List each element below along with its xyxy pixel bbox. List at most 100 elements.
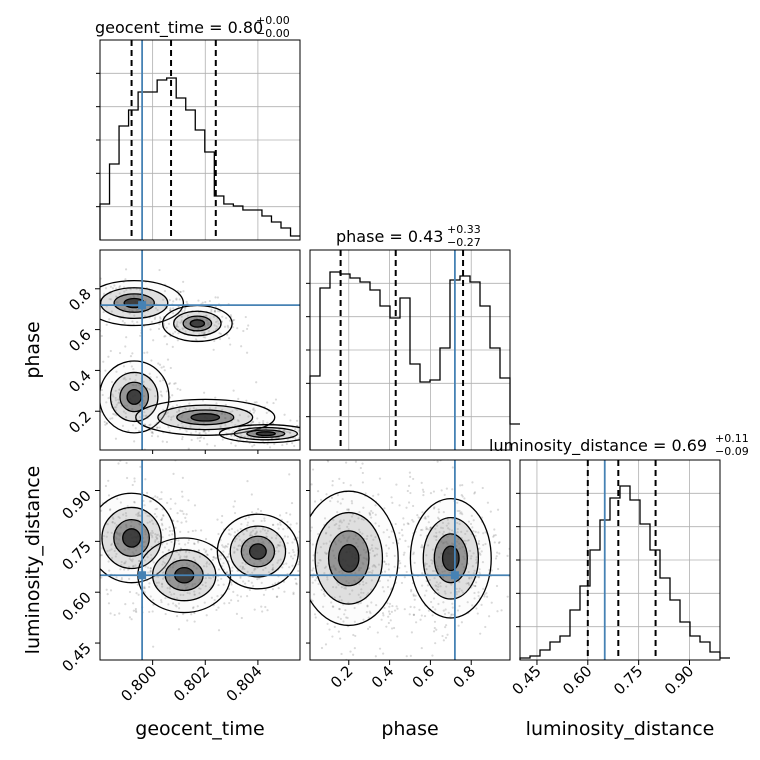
sample-point	[205, 314, 208, 317]
sample-point	[403, 608, 406, 611]
sample-point	[412, 477, 415, 481]
sample-point	[316, 490, 320, 493]
sample-point	[166, 358, 170, 361]
sample-point	[104, 287, 108, 290]
x-tick-label: 0.6	[409, 662, 439, 692]
sample-point	[114, 396, 117, 400]
sample-point	[197, 299, 200, 302]
sample-point	[207, 429, 210, 433]
sample-point	[154, 495, 157, 498]
sample-point	[282, 429, 285, 432]
sample-point	[415, 621, 418, 624]
sample-point	[277, 587, 280, 590]
sample-point	[367, 616, 370, 619]
sample-point	[96, 417, 98, 419]
sample-point	[91, 553, 93, 555]
sample-point	[76, 326, 78, 328]
sample-point	[168, 534, 171, 537]
sample-point	[135, 513, 138, 516]
sample-point	[412, 593, 415, 596]
sample-point	[276, 523, 279, 526]
sample-point	[301, 545, 303, 547]
sample-point	[377, 493, 380, 496]
sample-point	[390, 610, 393, 614]
sample-point	[386, 585, 390, 589]
ylabel-phase: phase	[22, 321, 44, 378]
sample-point	[374, 655, 377, 658]
sample-point	[185, 556, 188, 559]
sample-point	[184, 551, 187, 554]
sample-point	[297, 500, 299, 502]
sample-point	[306, 433, 308, 435]
sample-point	[170, 418, 173, 421]
sample-point	[391, 501, 394, 505]
sample-point	[287, 431, 290, 434]
sample-point	[288, 582, 290, 584]
sample-point	[143, 411, 146, 414]
sample-point	[547, 509, 549, 511]
sample-point	[385, 563, 388, 566]
sample-point	[460, 494, 463, 497]
sample-point	[403, 576, 406, 579]
sample-point	[466, 539, 469, 542]
sample-point	[246, 480, 249, 483]
sample-point	[258, 421, 261, 424]
sample-point	[431, 654, 434, 657]
sample-point	[143, 315, 147, 318]
sample-point	[79, 568, 81, 570]
sample-point	[167, 415, 170, 418]
sample-point	[311, 468, 315, 471]
truth-marker	[138, 571, 147, 580]
sample-point	[188, 551, 191, 554]
sample-point	[114, 437, 118, 440]
sample-point	[199, 587, 202, 590]
sample-point	[132, 609, 135, 612]
sample-point	[347, 528, 350, 531]
sample-point	[128, 377, 132, 380]
sample-point	[285, 442, 288, 446]
sample-point	[361, 481, 364, 484]
sample-point	[375, 553, 379, 556]
sample-point	[146, 514, 149, 517]
y-tick-label: 0.60	[58, 588, 94, 624]
sample-point	[236, 437, 239, 440]
sample-point	[203, 430, 206, 433]
sample-point	[236, 594, 239, 597]
sample-point	[250, 530, 253, 534]
sample-point	[218, 337, 222, 341]
sample-point	[378, 477, 382, 480]
sample-point	[407, 522, 410, 526]
sample-point	[421, 572, 424, 575]
sample-point	[108, 318, 111, 321]
sample-point	[263, 529, 267, 532]
sample-point	[461, 495, 464, 498]
sample-point	[471, 604, 474, 607]
sample-point	[478, 552, 481, 555]
y-tick-label: 0.8	[65, 285, 95, 315]
sample-point	[131, 424, 135, 427]
sample-point	[167, 548, 171, 551]
sample-point	[246, 521, 250, 524]
sample-point	[290, 555, 293, 558]
sample-point	[208, 299, 211, 303]
sample-point	[103, 292, 106, 295]
sample-point	[174, 502, 177, 505]
sample-point	[372, 494, 375, 497]
sample-point	[459, 512, 462, 515]
sample-point	[333, 438, 335, 440]
sample-point	[472, 584, 475, 587]
sample-point	[385, 552, 388, 555]
sample-point	[350, 499, 353, 503]
sample-point	[469, 522, 473, 526]
sample-point	[484, 625, 487, 629]
sample-point	[197, 541, 200, 544]
sample-point	[420, 546, 423, 549]
sample-point	[408, 613, 411, 616]
sample-point	[198, 439, 201, 443]
sample-point	[383, 560, 386, 563]
sample-point	[320, 444, 322, 446]
sample-point	[212, 348, 215, 351]
sample-point	[181, 495, 184, 498]
sample-point	[128, 590, 132, 594]
sample-point	[461, 513, 464, 516]
